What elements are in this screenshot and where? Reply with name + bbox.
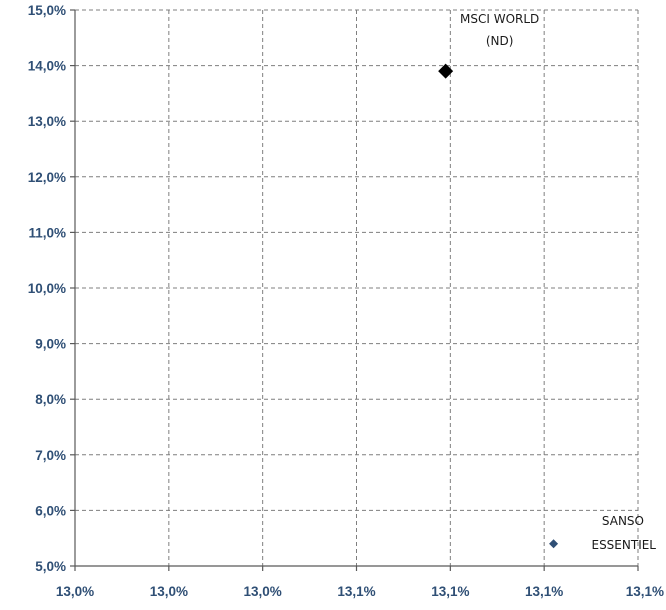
y-tick-label: 11,0% bbox=[28, 225, 66, 240]
x-tick-label: 13,1% bbox=[337, 584, 375, 599]
x-tick-label: 13,0% bbox=[56, 584, 94, 599]
x-tick-label: 13,1% bbox=[626, 584, 664, 599]
x-tick-labels: 13,0% 13,0% 13,0% 13,1% 13,1% 13,1% 13,1% bbox=[56, 584, 664, 599]
y-tick-labels: 5,0% 6,0% 7,0% 8,0% 9,0% 10,0% 11,0% 12,0% 13,0%… bbox=[28, 3, 66, 574]
data-label: ESSENTIEL bbox=[591, 538, 656, 552]
y-tick-label: 8,0% bbox=[35, 392, 66, 407]
axes bbox=[70, 9, 639, 571]
data-points: MSCI WORLD (ND) SANSO ESSENTIEL bbox=[438, 12, 656, 552]
y-tick-label: 7,0% bbox=[35, 448, 66, 463]
y-tick-label: 10,0% bbox=[28, 281, 66, 296]
data-label: (ND) bbox=[486, 34, 514, 48]
y-tick-label: 13,0% bbox=[28, 114, 66, 129]
data-point-sanso-essentiel bbox=[549, 539, 559, 549]
data-label: SANSO bbox=[602, 514, 644, 528]
data-label: MSCI WORLD bbox=[460, 12, 539, 26]
y-tick-label: 5,0% bbox=[35, 559, 66, 574]
y-tick-label: 15,0% bbox=[28, 3, 66, 18]
y-tick-label: 14,0% bbox=[28, 59, 66, 74]
x-tick-label: 13,1% bbox=[431, 584, 469, 599]
grid-lines bbox=[75, 9, 639, 566]
y-tick-label: 12,0% bbox=[28, 170, 66, 185]
x-tick-label: 13,0% bbox=[244, 584, 282, 599]
y-tick-label: 9,0% bbox=[35, 337, 66, 352]
x-tick-label: 13,0% bbox=[150, 584, 188, 599]
data-point-msci-world bbox=[438, 63, 454, 79]
y-tick-label: 6,0% bbox=[35, 503, 66, 518]
x-tick-label: 13,1% bbox=[525, 584, 563, 599]
